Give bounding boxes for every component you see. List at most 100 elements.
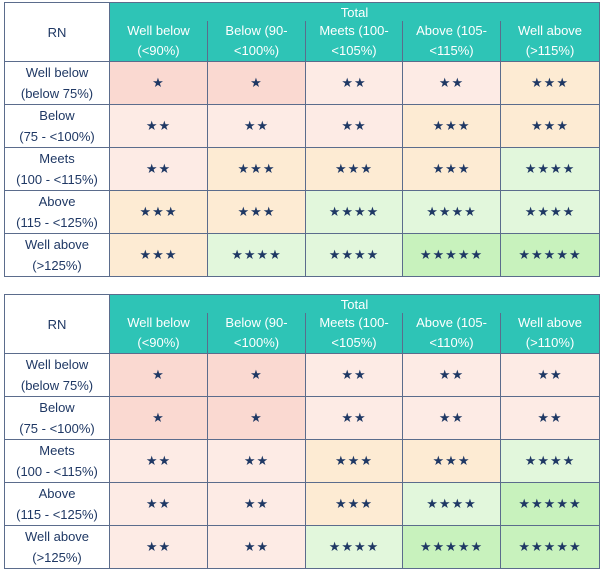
- row-label: Well below (below 75%): [4, 61, 110, 105]
- column-header-line1: Well above: [517, 315, 583, 330]
- rating-cell: ★★: [305, 104, 403, 148]
- rating-cell: ★★: [305, 396, 403, 440]
- star-rating-icon: ★: [152, 75, 165, 90]
- rating-cell: ★★★★★: [499, 482, 601, 526]
- rating-cell: ★: [109, 396, 208, 440]
- star-rating-icon: ★★★: [531, 75, 569, 90]
- rating-cell: ★★★★: [499, 147, 601, 191]
- column-header: Above (105- <110%): [402, 313, 501, 354]
- star-rating-icon: ★★★★: [426, 204, 477, 219]
- star-rating-icon: ★★: [341, 367, 367, 382]
- star-rating-icon: ★★★★: [328, 539, 380, 554]
- rating-cell: ★: [109, 353, 208, 397]
- rating-cell: ★★: [109, 104, 208, 148]
- column-header: Well below (<90%): [109, 313, 208, 354]
- row-label-line2: (75 - <100%): [19, 129, 95, 144]
- star-rating-icon: ★★★: [335, 161, 373, 176]
- row-label: Above (115 - <125%): [4, 190, 110, 234]
- rating-cell: ★★: [499, 353, 601, 397]
- rating-cell: ★★★★: [305, 525, 403, 569]
- row-label: Below (75 - <100%): [4, 396, 110, 440]
- star-rating-icon: ★★: [537, 410, 563, 425]
- rating-cell: ★★: [109, 482, 208, 526]
- star-rating-icon: ★★★: [432, 453, 471, 468]
- rating-cell: ★: [109, 61, 208, 105]
- row-label-line1: Below: [39, 108, 75, 123]
- rating-cell: ★★★: [402, 439, 501, 483]
- star-rating-icon: ★★: [145, 453, 172, 468]
- star-rating-icon: ★★★★: [231, 247, 282, 262]
- rating-cell: ★★★: [305, 482, 403, 526]
- rating-cell: ★★★★: [499, 439, 601, 483]
- rating-matrix: RN Total Well below (<90%) Below (90- <100%…: [4, 294, 601, 569]
- star-rating-icon: ★★★: [432, 118, 471, 133]
- column-header-line2: <115%): [429, 43, 474, 58]
- column-header-line1: Well below: [127, 23, 190, 38]
- rating-cell: ★★: [402, 61, 501, 105]
- star-rating-icon: ★★: [145, 161, 172, 176]
- column-header: Above (105- <115%): [402, 21, 501, 62]
- star-rating-icon: ★★★: [335, 453, 373, 468]
- column-header: Below (90- <100%): [207, 21, 306, 62]
- rating-cell: ★: [207, 396, 306, 440]
- row-label: Well below (below 75%): [4, 353, 110, 397]
- row-label: Below (75 - <100%): [4, 104, 110, 148]
- table-row: Below (75 - <100%) ★★ ★★ ★★ ★★★ ★★★: [4, 104, 601, 148]
- star-rating-icon: ★★: [243, 453, 270, 468]
- rating-cell: ★★★★: [207, 233, 306, 277]
- rating-cell: ★★★★★: [402, 233, 501, 277]
- total-header: Total: [108, 294, 601, 313]
- rating-cell: ★★: [109, 525, 208, 569]
- row-label: Above (115 - <125%): [4, 482, 110, 526]
- rn-header: RN: [4, 2, 110, 62]
- rating-cell: ★★: [499, 396, 601, 440]
- star-rating-icon: ★★: [243, 496, 270, 511]
- star-rating-icon: ★★: [438, 367, 465, 382]
- row-label-line1: Well below: [25, 65, 89, 80]
- star-rating-icon: ★★: [438, 75, 465, 90]
- rating-cell: ★★★★: [402, 482, 501, 526]
- rating-cell: ★★★: [402, 104, 501, 148]
- row-label-line2: (115 - <125%): [16, 215, 98, 230]
- rating-cell: ★★: [305, 61, 403, 105]
- row-label-line1: Well above: [24, 237, 90, 252]
- star-rating-icon: ★★★★★: [518, 539, 582, 554]
- column-header-line2: <100%): [233, 43, 280, 58]
- column-header-line2: (>115%): [525, 43, 575, 58]
- star-rating-icon: ★: [152, 367, 165, 382]
- column-header-line1: Well below: [127, 315, 190, 330]
- rn-header: RN: [4, 294, 110, 354]
- rating-cell: ★★★★★: [499, 525, 601, 569]
- star-rating-icon: ★★★: [531, 118, 569, 133]
- table-row: Above (115 - <125%) ★★★ ★★★ ★★★★ ★★★★ ★★★★: [4, 190, 601, 234]
- star-rating-icon: ★★★: [139, 204, 178, 219]
- rating-cell: ★★: [402, 396, 501, 440]
- column-header-line1: Meets (100-: [319, 315, 389, 330]
- column-header: Below (90- <100%): [207, 313, 306, 354]
- column-header-line2: (>110%): [525, 335, 575, 350]
- row-label-line2: (100 - <115%): [16, 172, 98, 187]
- star-rating-icon: ★★★★: [524, 204, 576, 219]
- rating-cell: ★★★: [499, 61, 601, 105]
- rating-cell: ★: [207, 353, 306, 397]
- column-header-line2: <100%): [233, 335, 280, 350]
- rating-cell: ★★★: [305, 147, 403, 191]
- rating-cell: ★★: [207, 104, 306, 148]
- column-header-line2: <105%): [331, 335, 377, 350]
- row-label-line1: Well below: [25, 357, 89, 372]
- column-header-line2: <105%): [331, 43, 377, 58]
- row-label-line2: (75 - <100%): [19, 421, 95, 436]
- column-header-line1: Below (90-: [225, 315, 288, 330]
- column-header-line1: Well above: [517, 23, 583, 38]
- column-header: Meets (100- <105%): [305, 313, 403, 354]
- row-label-line2: (>125%): [32, 258, 82, 273]
- star-rating-icon: ★★★★: [328, 247, 380, 262]
- rating-cell: ★★: [109, 147, 208, 191]
- row-label-line2: (below 75%): [20, 378, 94, 393]
- table-row: Well above (>125%) ★★★ ★★★★ ★★★★ ★★★★★ ★★★★★: [4, 233, 601, 277]
- star-rating-icon: ★★: [438, 410, 465, 425]
- column-header-line1: Above (105-: [416, 23, 487, 38]
- rating-cell: ★: [207, 61, 306, 105]
- star-rating-icon: ★★★: [237, 161, 276, 176]
